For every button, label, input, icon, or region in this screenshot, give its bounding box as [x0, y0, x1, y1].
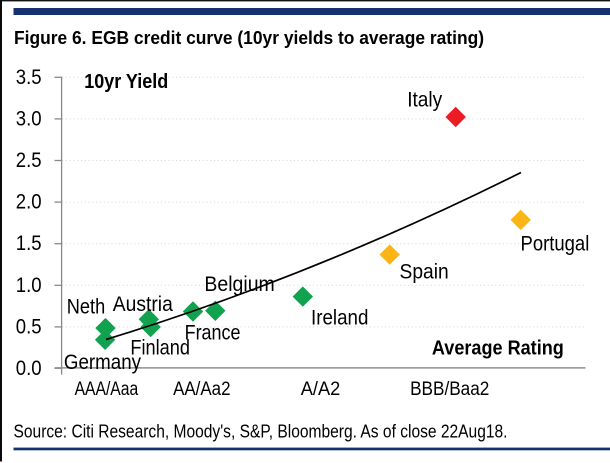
svg-text:Italy: Italy	[407, 89, 442, 112]
svg-text:0.0: 0.0	[16, 356, 42, 380]
svg-text:1.0: 1.0	[16, 273, 42, 297]
svg-text:France: France	[185, 322, 241, 345]
svg-text:Average Rating: Average Rating	[432, 338, 564, 360]
svg-text:Figure 6. EGB credit curve (10: Figure 6. EGB credit curve (10yr yields …	[14, 27, 484, 48]
svg-text:Spain: Spain	[400, 261, 449, 284]
svg-text:1.5: 1.5	[16, 231, 42, 255]
svg-text:10yr Yield: 10yr Yield	[84, 71, 168, 93]
svg-text:Germany: Germany	[64, 351, 142, 374]
svg-text:Austria: Austria	[113, 293, 173, 316]
svg-text:Ireland: Ireland	[311, 307, 368, 330]
svg-text:3.0: 3.0	[16, 106, 42, 130]
svg-text:3.5: 3.5	[16, 65, 42, 89]
svg-text:Belgium: Belgium	[204, 273, 274, 296]
svg-text:A/A2: A/A2	[301, 379, 341, 400]
svg-text:0.5: 0.5	[16, 314, 42, 338]
svg-text:Finland: Finland	[130, 337, 190, 360]
svg-text:BBB/Baa2: BBB/Baa2	[410, 379, 489, 400]
svg-text:Source: Citi Research, Moody's: Source: Citi Research, Moody's, S&P, Blo…	[14, 422, 508, 442]
svg-text:AAA/Aaa: AAA/Aaa	[75, 379, 139, 400]
svg-text:2.0: 2.0	[16, 190, 42, 214]
svg-text:AA/Aa2: AA/Aa2	[173, 379, 230, 400]
svg-text:Portugal: Portugal	[521, 233, 590, 256]
svg-text:2.5: 2.5	[16, 148, 42, 172]
svg-text:Neth: Neth	[67, 295, 105, 318]
